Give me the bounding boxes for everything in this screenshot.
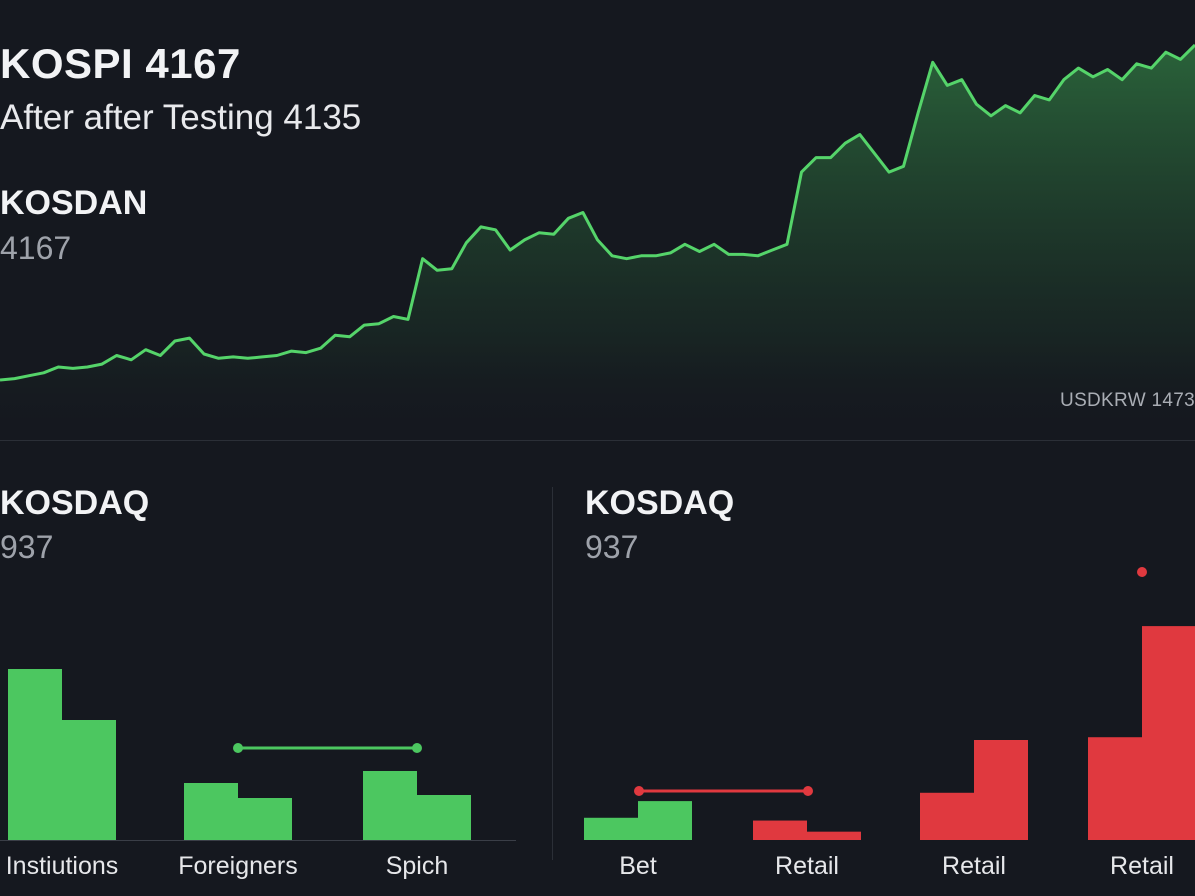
right-tick-label-1: Retail: [775, 852, 839, 880]
right-bar-1-0: [753, 820, 807, 840]
fx-rate-label: USDKRW 1473: [1060, 390, 1195, 411]
right-bar-2-1: [974, 740, 1028, 840]
right-panel-value: 937: [585, 529, 639, 565]
section-divider: [0, 440, 1195, 441]
left-bar-2-0: [363, 771, 417, 840]
right-bar-1-1: [807, 831, 861, 840]
left-tick-label-2: Spich: [385, 852, 449, 880]
right-tick-label-3: Retail: [1110, 852, 1174, 880]
right-low-connector-dot-1: [803, 786, 813, 796]
left-bar-chart: [0, 669, 516, 841]
right-bar-3-1: [1142, 626, 1195, 840]
right-bar-0-1: [638, 801, 692, 840]
secondary-index-value: 4167: [0, 230, 72, 266]
left-bar-0-0: [8, 669, 62, 840]
left-bar-1-1: [238, 798, 292, 840]
left-bar-2-1: [417, 795, 471, 840]
left-bar-0-1: [62, 720, 116, 840]
left-connector-dot-0: [233, 743, 243, 753]
right-low-connector-dot-0: [634, 786, 644, 796]
right-panel-title: KOSDAQ: [585, 484, 735, 522]
right-tick-label-0: Bet: [619, 852, 657, 880]
secondary-index-name: KOSDAN: [0, 184, 148, 222]
right-bar-2-0: [920, 792, 974, 840]
left-tick-label-1: Foreigners: [178, 852, 298, 880]
page-title: KOSPI 4167: [0, 40, 241, 87]
page-subtitle: After after Testing 4135: [0, 98, 362, 137]
right-tick-label-2: Retail: [942, 852, 1006, 880]
right-bar-0-0: [584, 817, 638, 840]
right-bar-3-0: [1088, 737, 1142, 840]
left-connector-dot-1: [412, 743, 422, 753]
right-top-connector-dot: [1137, 567, 1147, 577]
left-panel-title: KOSDAQ: [0, 484, 150, 522]
kospi-area-fill: [0, 45, 1195, 440]
kospi-series-line: [0, 43, 1195, 382]
left-panel-value: 937: [0, 529, 54, 565]
left-bar-1-0: [184, 783, 238, 840]
left-tick-label-0: Instiutions: [5, 852, 119, 880]
kospi-area-chart: [0, 43, 1195, 440]
panel-divider: [552, 487, 553, 860]
